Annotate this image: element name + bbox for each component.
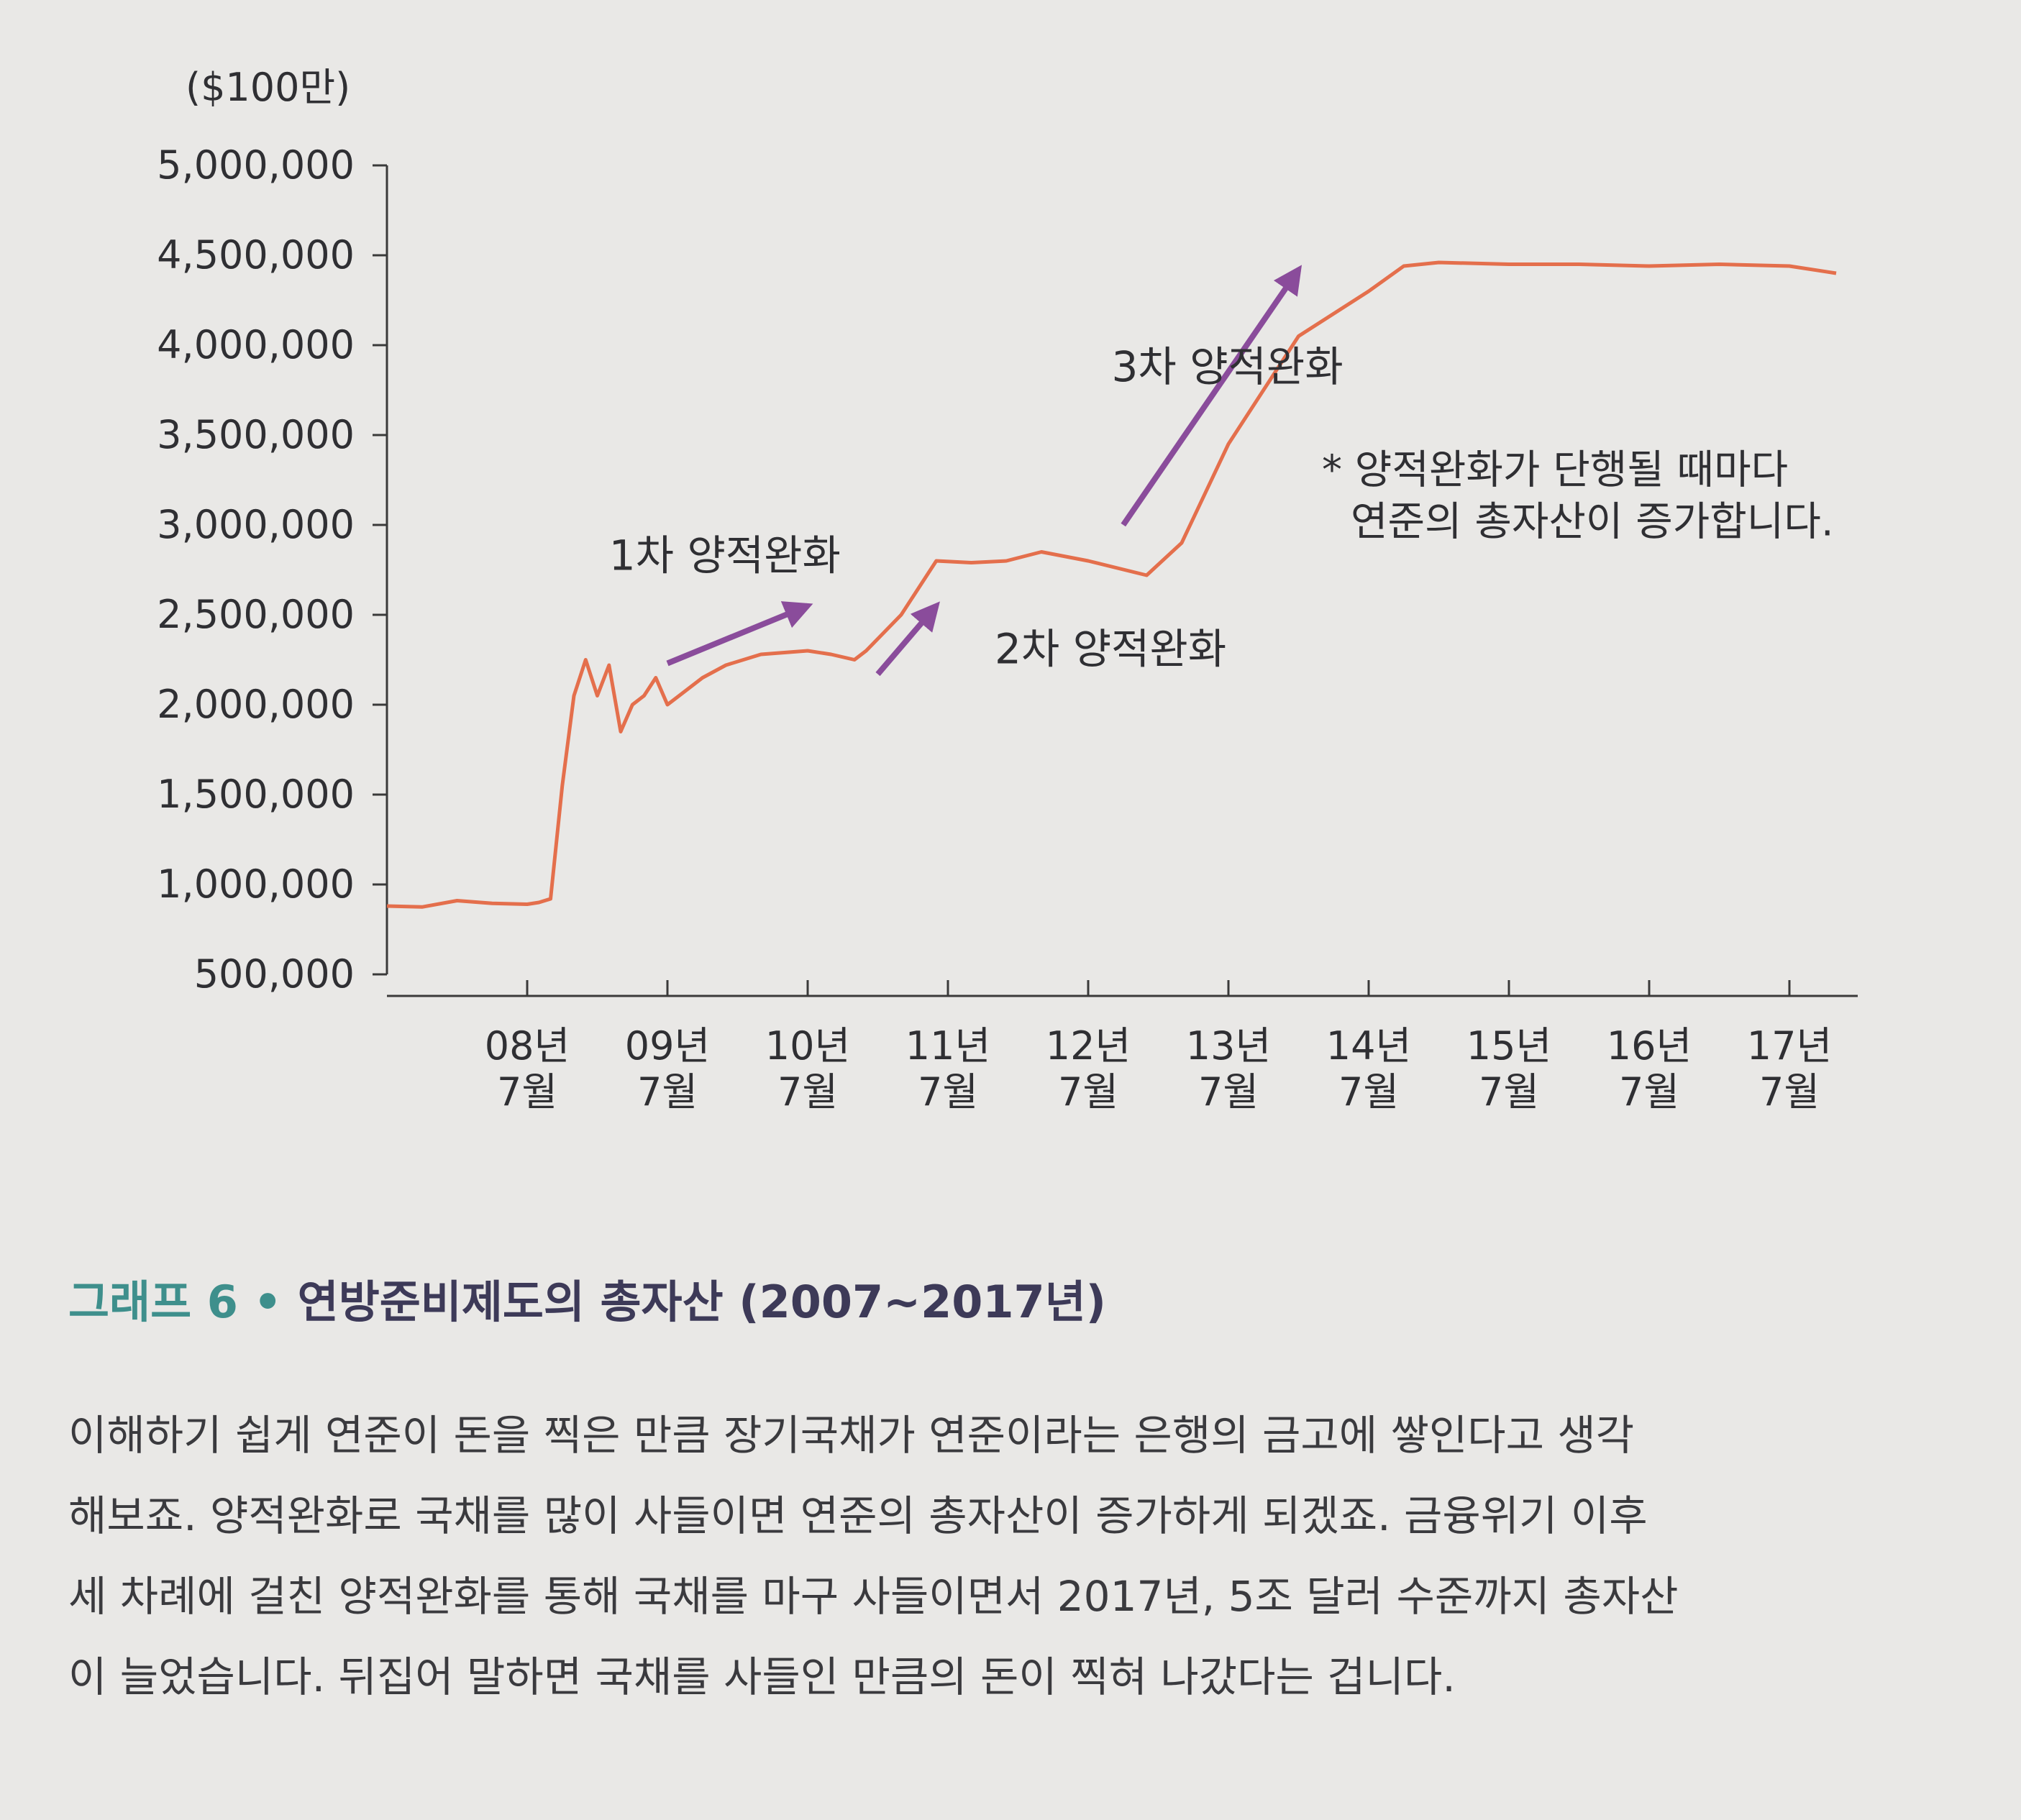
body-line: 세 차례에 걸친 양적완화를 통해 국채를 마구 사들이면서 2017년, 5조…: [68, 1572, 1679, 1621]
body-line: 해보죠. 양적완화로 국채를 많이 사들이면 연준의 총자산이 증가하게 되겠죠…: [68, 1491, 1648, 1540]
figure-caption: 그래프 6 • 연방준비제도의 총자산 (2007~2017년): [68, 1266, 1106, 1330]
x-tick-label-year: 17년: [1747, 1023, 1832, 1069]
caption-label: 그래프 6 •: [68, 1276, 283, 1328]
annotation-label: 1차 양적완화: [609, 531, 841, 580]
x-tick-label-year: 16년: [1607, 1023, 1692, 1069]
x-tick-label-month: 7월: [777, 1069, 838, 1115]
annotation-label: 3차 양적완화: [1112, 342, 1343, 391]
x-tick-label-month: 7월: [1198, 1069, 1259, 1115]
y-tick-label: 2,000,000: [157, 682, 355, 727]
y-axis: 500,000 1,000,000 1,500,000 2,000,000 2,500,…: [157, 142, 388, 997]
x-tick-label-month: 7월: [1058, 1069, 1118, 1115]
body-line: 이 늘었습니다. 뒤집어 말하면 국채를 사들인 만큼의 돈이 찍혀 나갔다는 …: [68, 1652, 1456, 1701]
x-tick-label-year: 12년: [1046, 1023, 1131, 1069]
qe-arrow: [666, 601, 813, 667]
total-assets-chart: ($100만) 500,000 1,000,000 1,500,000 2,000,0…: [157, 65, 1858, 1115]
body-paragraph: 이해하기 쉽게 연준이 돈을 찍은 만큼 장기국채가 연준이라는 은행의 금고에…: [68, 1395, 1967, 1717]
y-tick-label: 5,000,000: [157, 142, 355, 188]
x-tick-label-year: 10년: [765, 1023, 850, 1069]
y-tick-label: 3,500,000: [157, 412, 355, 457]
x-tick-label-year: 14년: [1326, 1023, 1411, 1069]
qe-arrow: [1121, 265, 1303, 527]
arrow-layer: [666, 265, 1303, 677]
y-tick-label: 2,500,000: [157, 592, 355, 637]
x-tick-label-month: 7월: [1759, 1069, 1820, 1115]
x-tick-label-month: 7월: [497, 1069, 557, 1115]
annotation-label: 2차 양적완화: [995, 625, 1226, 674]
x-tick-label-month: 7월: [1338, 1069, 1399, 1115]
y-tick-label: 500,000: [194, 951, 355, 997]
caption-title: 연방준비제도의 총자산 (2007~2017년): [297, 1276, 1107, 1328]
x-tick-label-year: 09년: [625, 1023, 710, 1069]
x-tick-label-month: 7월: [637, 1069, 698, 1115]
x-tick-label-year: 11년: [905, 1023, 990, 1069]
annotation-layer: 1차 양적완화 2차 양적완화 3차 양적완화 * 양적완화가 단행될 때마다연준의 …: [609, 342, 1834, 674]
x-axis: 08년7월09년7월10년7월11년7월12년7월13년7월14년7월15년7월…: [387, 980, 1858, 1115]
y-tick-label: 4,000,000: [157, 322, 355, 367]
x-tick-label-month: 7월: [1479, 1069, 1539, 1115]
y-unit-label: ($100만): [186, 65, 350, 110]
series-layer: [386, 260, 1837, 909]
x-tick-label-month: 7월: [1619, 1069, 1679, 1115]
y-tick-label: 4,500,000: [157, 232, 355, 278]
x-tick-label-month: 7월: [918, 1069, 978, 1115]
y-tick-label: 3,000,000: [157, 502, 355, 547]
x-tick-label-year: 15년: [1466, 1023, 1551, 1069]
y-tick-label: 1,000,000: [157, 861, 355, 907]
x-tick-label-year: 13년: [1186, 1023, 1271, 1069]
body-line: 이해하기 쉽게 연준이 돈을 찍은 만큼 장기국채가 연준이라는 은행의 금고에…: [68, 1411, 1635, 1460]
series-line: [386, 260, 1837, 909]
y-tick-label: 1,500,000: [157, 772, 355, 817]
x-tick-label-year: 08년: [485, 1023, 570, 1069]
annotation-note-line: 연준의 총자산이 증가합니다.: [1351, 499, 1834, 546]
annotation-note-line: * 양적완화가 단행될 때마다: [1322, 447, 1788, 494]
qe-arrow: [875, 601, 940, 677]
